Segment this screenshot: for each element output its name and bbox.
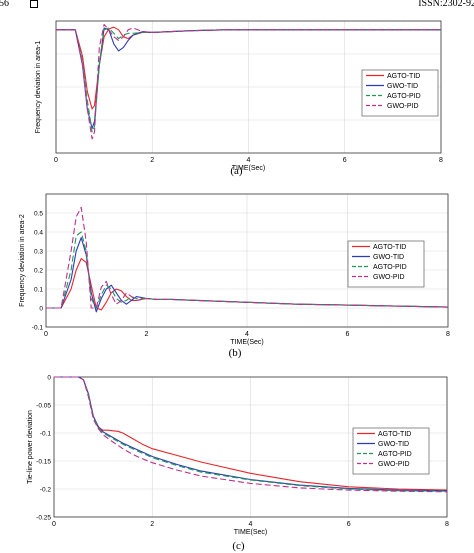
legend-label: GWO-PID	[387, 103, 419, 110]
x-tick-label: 8	[446, 331, 450, 338]
series-line-gwo-pid	[56, 23, 441, 140]
x-tick-label: 0	[54, 157, 58, 164]
series-line-agto-pid	[46, 231, 449, 309]
y-axis-label: Frequency deviation in area-2	[19, 214, 26, 307]
series-line-gwo-tid	[54, 376, 448, 492]
series-line-agto-pid	[54, 376, 448, 492]
y-tick-label: -0.1	[32, 325, 44, 332]
plot-frame	[53, 376, 448, 518]
x-axis-label: TIME(Sec)	[232, 165, 265, 172]
legend-box	[352, 427, 430, 475]
series-line-gwo-pid	[46, 206, 449, 309]
figure-caption: (b)	[229, 347, 242, 359]
page-header: 56 ISSN:2302-92	[0, 0, 474, 10]
x-tick-label: 8	[445, 521, 449, 528]
legend-label: GWO-TID	[373, 254, 404, 261]
y-axis-label: Frequency deviation in area-1	[35, 41, 42, 134]
legend-box	[347, 240, 425, 288]
x-tick-label: 0	[52, 521, 56, 528]
issn-label: ISSN:2302-92	[418, 0, 474, 9]
chart-2: 0 2 4 6 8-0.100.10.20.30.40.5TIME(Sec)Freque…	[19, 193, 450, 359]
x-tick-label: 6	[346, 331, 350, 338]
y-tick-label: -0.15	[36, 459, 51, 466]
plot-frame	[55, 20, 442, 154]
y-tick-label: 0.3	[34, 249, 43, 256]
figure-caption: (a)	[230, 165, 243, 177]
figure-caption: (c)	[232, 540, 245, 552]
legend-label: GWO-TID	[378, 441, 409, 448]
legend: AGTO-TID GWO-TID AGTO-PID GWO-PID	[361, 69, 439, 117]
y-tick-label: -0.05	[36, 403, 51, 410]
legend: AGTO-TID GWO-TID AGTO-PID GWO-PID	[347, 240, 425, 288]
y-tick-label: 0.4	[34, 230, 43, 237]
y-tick-label: 0	[39, 306, 43, 313]
legend-label: GWO-PID	[378, 461, 410, 468]
y-axis-label: Tie-line power deviation	[27, 410, 34, 484]
legend: AGTO-TID GWO-TID AGTO-PID GWO-PID	[352, 427, 430, 475]
legend-label: GWO-TID	[387, 83, 418, 90]
x-axis-label: TIME(Sec)	[230, 339, 263, 346]
series-line-gwo-pid	[54, 376, 448, 493]
y-tick-label: -0.2	[40, 487, 52, 494]
x-tick-label: 8	[439, 157, 443, 164]
legend-label: AGTO-TID	[387, 73, 420, 80]
x-tick-label: 6	[347, 521, 351, 528]
x-tick-label: 4	[247, 157, 251, 164]
x-tick-label: 4	[249, 521, 253, 528]
y-tick-label: 0.1	[34, 287, 43, 294]
x-tick-label: 2	[150, 157, 154, 164]
chart-1: 0 2 4 6 8 TIME(Sec) Frequency deviation in are…	[35, 20, 443, 177]
page-number: 56	[0, 0, 9, 9]
legend-box	[361, 69, 439, 117]
legend-label: AGTO-TID	[378, 431, 411, 438]
y-tick-label: -0.25	[36, 515, 51, 522]
legend-label: AGTO-TID	[373, 244, 406, 251]
x-axis-label: TIME(Sec)	[234, 529, 267, 536]
chart-3: 0 2 4 6 8 -0.25 -0.2 -0.15 -0.1 -0.05 0 TIME(Sec) Ti…	[27, 375, 449, 553]
x-tick-label: 0	[44, 331, 48, 338]
legend-label: AGTO-PID	[387, 93, 421, 100]
y-tick-label: -0.1	[40, 431, 52, 438]
x-tick-label: 2	[145, 331, 149, 338]
y-tick-label: 0	[47, 375, 51, 382]
y-tick-label: 0.2	[34, 268, 43, 275]
x-tick-label: 2	[150, 521, 154, 528]
legend-label: AGTO-PID	[373, 264, 407, 271]
header-square-icon	[30, 0, 38, 8]
x-tick-label: 6	[343, 157, 347, 164]
legend-label: AGTO-PID	[378, 451, 412, 458]
plot-frame	[45, 193, 449, 328]
legend-label: GWO-PID	[373, 274, 405, 281]
x-tick-label: 4	[245, 331, 249, 338]
y-tick-label: 0.5	[34, 211, 43, 218]
